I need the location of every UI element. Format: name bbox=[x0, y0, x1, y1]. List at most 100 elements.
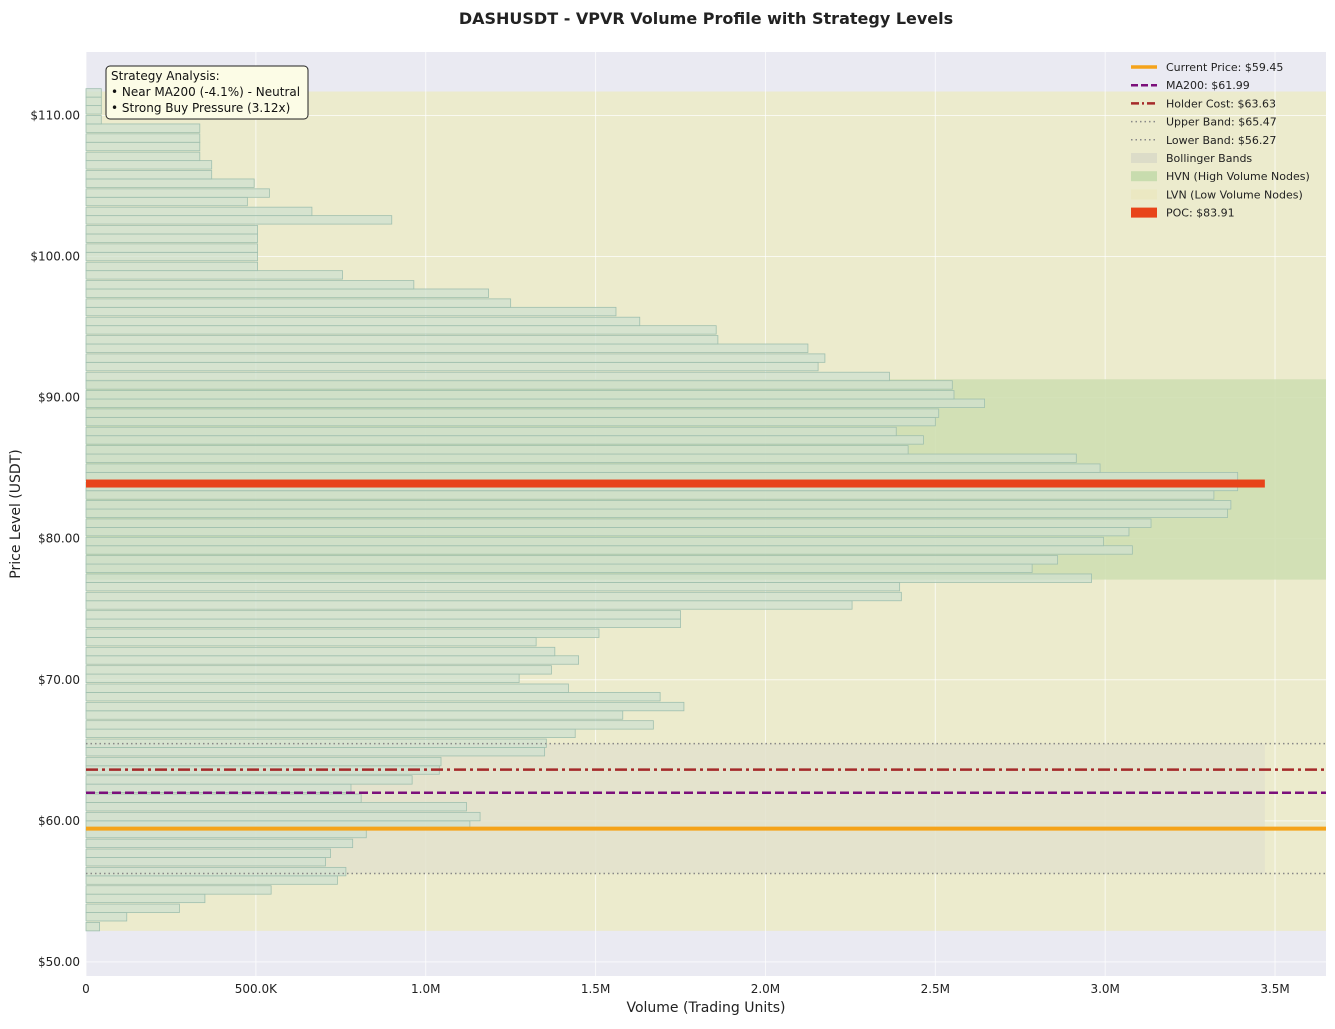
poc-bar bbox=[86, 479, 1265, 488]
y-tick-label: $110.00 bbox=[30, 108, 80, 122]
volume-bar bbox=[85, 141, 201, 152]
volume-bar bbox=[85, 563, 1033, 573]
chart-title: DASHUSDT - VPVR Volume Profile with Stra… bbox=[459, 9, 953, 28]
volume-bar bbox=[85, 756, 442, 767]
volume-bar bbox=[85, 728, 576, 738]
x-axis-label: Volume (Trading Units) bbox=[626, 1000, 785, 1016]
volume-bar bbox=[85, 591, 902, 602]
y-axis-label: Price Level (USDT) bbox=[8, 449, 24, 578]
volume-bar bbox=[85, 380, 953, 390]
volume-bar bbox=[85, 225, 258, 235]
volume-bar bbox=[85, 371, 890, 382]
volume-bar bbox=[85, 903, 180, 913]
volume-bar bbox=[85, 701, 685, 712]
strategy-annotation: Strategy Analysis: • Near MA200 (-4.1%) -… bbox=[105, 65, 309, 120]
y-tick-label: $50.00 bbox=[38, 955, 80, 969]
legend-swatch-bollinger bbox=[1131, 153, 1157, 163]
volume-bar bbox=[85, 233, 258, 243]
legend-swatch-poc bbox=[1131, 207, 1157, 218]
volume-bar bbox=[85, 683, 569, 693]
volume-bar bbox=[85, 618, 681, 628]
y-tick-label: $100.00 bbox=[30, 250, 80, 264]
volume-bar bbox=[85, 390, 955, 400]
volume-bar bbox=[85, 105, 102, 115]
volume-bar bbox=[85, 783, 352, 794]
annotation-box bbox=[105, 65, 309, 120]
legend-label-bollinger: Bollinger Bands bbox=[1166, 152, 1252, 165]
volume-bar bbox=[85, 610, 681, 620]
volume-bar bbox=[85, 866, 347, 877]
legend-swatch-hvn bbox=[1131, 171, 1157, 182]
volume-bar bbox=[85, 720, 654, 730]
volume-bar bbox=[85, 325, 717, 335]
legend-label-ma200: MA200: $61.99 bbox=[1166, 79, 1250, 92]
x-tick-label: 3.5M bbox=[1260, 982, 1289, 996]
volume-bar bbox=[85, 298, 512, 308]
volume-bar bbox=[85, 600, 853, 610]
volume-bar bbox=[85, 673, 520, 683]
plot-area: 0 500.0K 1.0M 1.5M 2.0M 2.5M 3.0M 3.5M $50.00 $60… bbox=[30, 52, 1326, 996]
volume-bar bbox=[85, 885, 272, 895]
volume-bar bbox=[85, 921, 100, 932]
y-tick-label: $80.00 bbox=[38, 532, 80, 546]
x-tick-label: 1.0M bbox=[411, 982, 440, 996]
x-tick-label: 3.0M bbox=[1090, 982, 1119, 996]
volume-bar bbox=[85, 408, 940, 418]
volume-bar bbox=[85, 573, 1092, 583]
volume-bar bbox=[85, 912, 128, 922]
volume-bar bbox=[85, 215, 393, 225]
x-tick-label: 0 bbox=[82, 982, 90, 996]
volume-bar bbox=[85, 160, 213, 170]
volume-bar bbox=[85, 692, 661, 702]
y-tick-label: $70.00 bbox=[38, 673, 80, 687]
volume-bar bbox=[85, 893, 206, 904]
volume-bar bbox=[85, 793, 362, 803]
x-tick-label: 2.5M bbox=[921, 982, 950, 996]
annotation-line: Strategy Analysis: bbox=[111, 69, 220, 83]
legend-label-poc: POC: $83.91 bbox=[1166, 207, 1235, 220]
legend-label-current_price: Current Price: $59.45 bbox=[1166, 61, 1283, 74]
legend-label-upper_band: Upper Band: $65.47 bbox=[1166, 116, 1277, 129]
volume-bar bbox=[85, 416, 936, 427]
volume-bar bbox=[85, 710, 624, 720]
volume-bar bbox=[85, 435, 924, 445]
legend-swatch-lvn bbox=[1131, 189, 1157, 200]
volume-bar bbox=[85, 527, 1130, 537]
x-tick-label: 500.0K bbox=[235, 982, 278, 996]
volume-bar bbox=[85, 251, 258, 262]
volume-bar bbox=[85, 261, 258, 272]
volume-bar bbox=[85, 545, 1133, 555]
volume-bar bbox=[85, 270, 343, 280]
volume-bar bbox=[85, 398, 985, 408]
volume-bar bbox=[85, 353, 826, 363]
volume-bar bbox=[85, 343, 809, 353]
volume-bar bbox=[85, 178, 255, 188]
volume-bar bbox=[85, 453, 1077, 463]
x-tick-label: 2.0M bbox=[751, 982, 780, 996]
volume-bar bbox=[85, 747, 546, 757]
volume-bar bbox=[85, 306, 617, 317]
volume-bar bbox=[85, 508, 1228, 518]
volume-bar bbox=[85, 665, 552, 675]
legend-label-lvn: LVN (Low Volume Nodes) bbox=[1166, 188, 1303, 201]
volume-bar bbox=[85, 463, 1101, 473]
annotation-line: • Near MA200 (-4.1%) - Neutral bbox=[111, 85, 300, 99]
volume-bar bbox=[85, 243, 258, 253]
legend: Current Price: $59.45 MA200: $61.99 Holder… bbox=[1131, 61, 1310, 220]
volume-bar bbox=[85, 316, 641, 327]
volume-bar bbox=[85, 88, 102, 98]
volume-bar bbox=[85, 637, 537, 647]
legend-label-lower_band: Lower Band: $56.27 bbox=[1166, 134, 1276, 147]
volume-bar bbox=[85, 170, 213, 180]
volume-bar bbox=[85, 445, 909, 455]
volume-bar bbox=[85, 555, 1059, 565]
legend-label-hvn: HVN (High Volume Nodes) bbox=[1166, 170, 1310, 183]
volume-bar bbox=[85, 280, 415, 290]
volume-bar bbox=[85, 123, 201, 133]
volume-bar bbox=[85, 838, 354, 849]
volume-bar bbox=[85, 582, 901, 592]
volume-bar bbox=[85, 115, 102, 125]
volume-bar bbox=[85, 536, 1104, 547]
